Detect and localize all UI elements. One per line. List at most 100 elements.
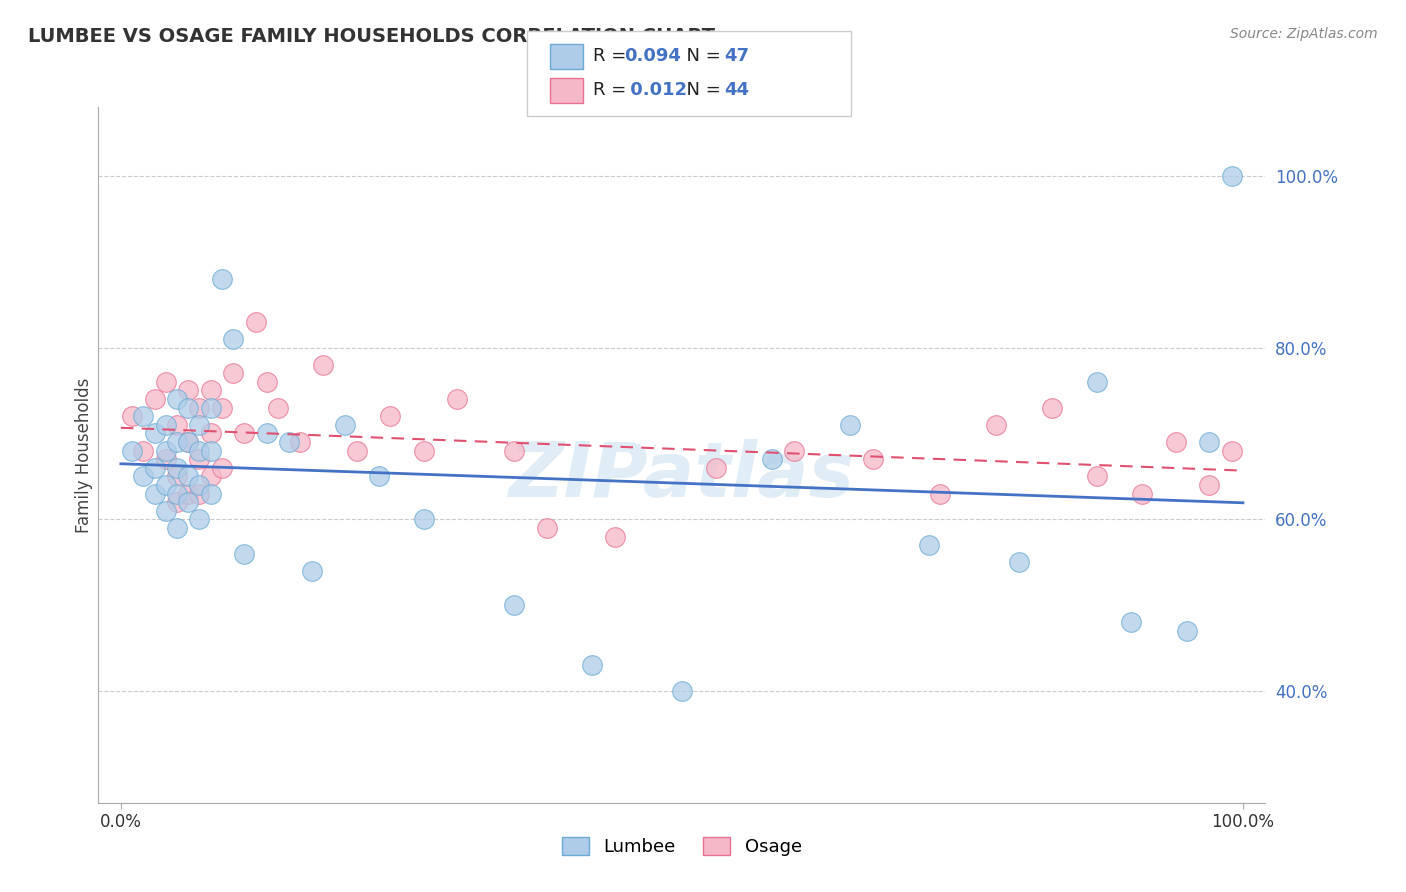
Point [1007, 555, 1029, 569]
Point [222, 332, 245, 346]
Point [581, 658, 603, 673]
Point [143, 460, 166, 475]
Point [177, 435, 200, 450]
Point [290, 435, 312, 450]
Point [166, 392, 188, 406]
Point [155, 478, 177, 492]
Point [200, 486, 222, 500]
Point [143, 426, 166, 441]
Point [368, 469, 391, 483]
Point [200, 469, 222, 483]
Point [166, 435, 188, 450]
Text: N =: N = [675, 81, 727, 99]
Point [177, 384, 200, 398]
Legend: Lumbee, Osage: Lumbee, Osage [555, 830, 808, 863]
Point [188, 452, 211, 467]
Point [839, 417, 862, 432]
Point [1175, 624, 1198, 638]
Point [132, 469, 155, 483]
Point [267, 401, 290, 415]
Point [335, 417, 357, 432]
Point [211, 401, 233, 415]
Point [155, 452, 177, 467]
Point [166, 460, 188, 475]
Text: N =: N = [675, 47, 727, 65]
Point [412, 443, 434, 458]
Point [177, 401, 200, 415]
Point [200, 384, 222, 398]
Point [1198, 435, 1220, 450]
Point [761, 452, 783, 467]
Point [177, 469, 200, 483]
Point [278, 435, 301, 450]
Point [1198, 478, 1220, 492]
Text: R =: R = [593, 47, 633, 65]
Point [166, 495, 188, 509]
Point [132, 443, 155, 458]
Text: 0.012: 0.012 [624, 81, 688, 99]
Point [378, 409, 402, 424]
Text: 0.094: 0.094 [624, 47, 681, 65]
Point [121, 443, 143, 458]
Y-axis label: Family Households: Family Households [75, 377, 93, 533]
Point [188, 443, 211, 458]
Point [929, 486, 952, 500]
Text: LUMBEE VS OSAGE FAMILY HOUSEHOLDS CORRELATION CHART: LUMBEE VS OSAGE FAMILY HOUSEHOLDS CORREL… [28, 27, 716, 45]
Point [177, 486, 200, 500]
Point [188, 486, 211, 500]
Point [155, 417, 177, 432]
Point [1164, 435, 1187, 450]
Point [1085, 469, 1108, 483]
Point [671, 684, 693, 698]
Point [121, 409, 143, 424]
Point [132, 409, 155, 424]
Text: Source: ZipAtlas.com: Source: ZipAtlas.com [1230, 27, 1378, 41]
Point [1085, 375, 1108, 389]
Point [502, 443, 524, 458]
Text: 47: 47 [724, 47, 749, 65]
Point [412, 512, 434, 526]
Point [1119, 615, 1142, 630]
Point [166, 486, 188, 500]
Point [155, 375, 177, 389]
Point [200, 401, 222, 415]
Point [862, 452, 884, 467]
Point [312, 358, 335, 372]
Point [256, 375, 278, 389]
Point [446, 392, 468, 406]
Point [603, 529, 626, 543]
Point [704, 460, 727, 475]
Point [346, 443, 368, 458]
Point [200, 443, 222, 458]
Point [984, 417, 1007, 432]
Point [177, 435, 200, 450]
Point [256, 426, 278, 441]
Point [245, 315, 267, 329]
Point [233, 547, 256, 561]
Point [155, 504, 177, 518]
Point [222, 367, 245, 381]
Point [200, 426, 222, 441]
Point [502, 599, 524, 613]
Point [188, 478, 211, 492]
Point [211, 272, 233, 286]
Point [1220, 169, 1243, 183]
Point [188, 401, 211, 415]
Point [1040, 401, 1063, 415]
Point [166, 521, 188, 535]
Text: ZIPatlas: ZIPatlas [509, 439, 855, 513]
Point [918, 538, 941, 552]
Point [1220, 443, 1243, 458]
Point [166, 417, 188, 432]
Text: R =: R = [593, 81, 633, 99]
Point [233, 426, 256, 441]
Point [188, 417, 211, 432]
Point [177, 495, 200, 509]
Point [783, 443, 806, 458]
Point [211, 460, 233, 475]
Point [143, 392, 166, 406]
Point [1130, 486, 1153, 500]
Point [188, 512, 211, 526]
Point [301, 564, 323, 578]
Point [536, 521, 558, 535]
